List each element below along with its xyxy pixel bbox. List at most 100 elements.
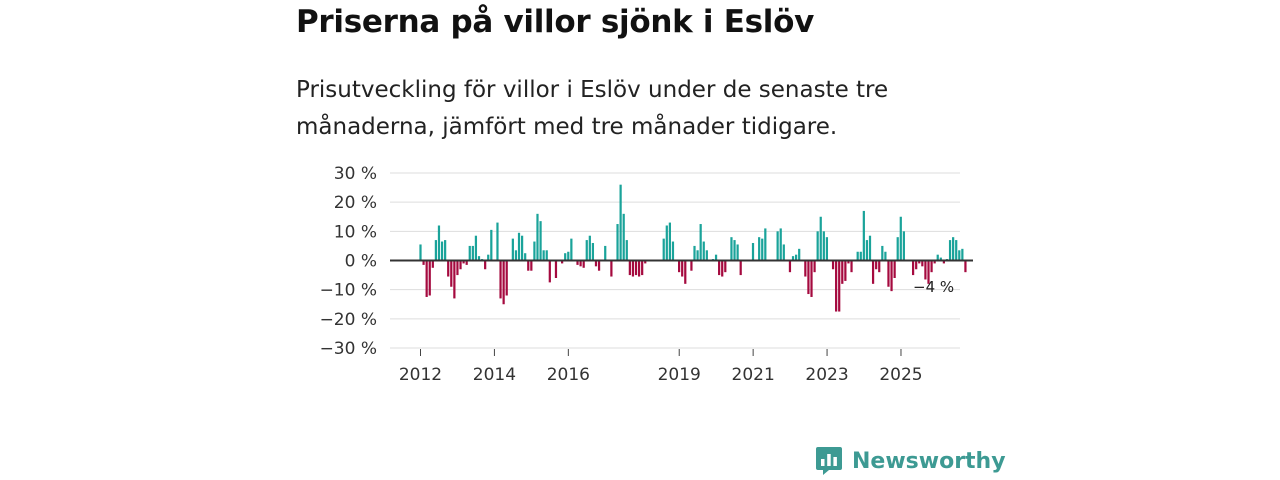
bar: [434, 240, 438, 261]
bar: [437, 225, 441, 261]
y-tick-label: 30 %: [334, 164, 377, 184]
bar: [915, 260, 918, 270]
bar: [699, 224, 702, 261]
bar: [585, 240, 588, 261]
bar: [810, 260, 813, 297]
y-tick-label: 10 %: [334, 222, 377, 242]
bar: [721, 260, 724, 277]
bar: [604, 245, 607, 261]
bar: [477, 256, 481, 261]
y-tick-label: −30 %: [320, 339, 377, 359]
bar: [807, 260, 810, 295]
newsworthy-logo[interactable]: Newsworthy: [815, 446, 1006, 476]
bar: [816, 231, 819, 261]
bar: [419, 244, 422, 261]
bar: [539, 221, 542, 261]
bar: [422, 260, 425, 265]
bar: [527, 260, 530, 271]
bar: [662, 238, 665, 261]
bar: [702, 241, 705, 261]
bar: [671, 241, 675, 261]
bar: [724, 260, 727, 273]
bar: [548, 260, 551, 283]
bar: [798, 248, 801, 261]
y-tick-label: 0 %: [345, 252, 377, 272]
bar: [502, 260, 505, 305]
bar: [447, 260, 450, 277]
chart-subtitle: Prisutveckling för villor i Eslöv under …: [296, 77, 889, 140]
bar: [440, 241, 444, 261]
bar: [859, 251, 862, 261]
bar: [795, 254, 798, 261]
x-tick-label: 2014: [473, 365, 516, 385]
bar: [899, 216, 902, 261]
bar: [761, 238, 764, 261]
last-value-label: −4 %: [913, 278, 954, 296]
bar: [511, 238, 514, 261]
bar: [450, 260, 453, 287]
bar: [875, 260, 878, 270]
bar: [779, 228, 782, 261]
bar: [933, 260, 936, 264]
bar: [499, 260, 502, 299]
bar: [902, 231, 905, 261]
bar: [616, 224, 619, 261]
bar: [705, 250, 708, 261]
bar: [758, 237, 761, 261]
bar: [641, 260, 644, 276]
bar: [690, 260, 693, 271]
bar: [474, 235, 478, 261]
bar: [471, 245, 474, 261]
bar: [570, 238, 573, 261]
y-axis-ticks: 30 % 20 % 10 % 0 % −10 % −20 % −30 %: [320, 164, 377, 359]
bar: [487, 254, 490, 261]
bar: [942, 260, 945, 264]
bar: [631, 260, 635, 277]
bar: [825, 237, 829, 261]
bar: [468, 245, 471, 261]
bar: [813, 260, 816, 273]
bar: [936, 254, 939, 261]
bar: [868, 235, 872, 261]
x-tick-label: 2012: [399, 365, 442, 385]
bar: [930, 260, 933, 273]
bar: [490, 229, 493, 261]
bar: [459, 260, 462, 270]
bar: [567, 251, 570, 261]
bar: [921, 260, 924, 267]
bar: [847, 260, 850, 264]
bar: [453, 260, 456, 299]
bar: [496, 222, 499, 261]
bar: [865, 240, 869, 261]
bar: [733, 240, 736, 261]
bar: [751, 243, 755, 261]
x-axis-ticks: 2012 2014 2016 2019 2021 2023 2025: [399, 349, 923, 385]
bar: [594, 260, 598, 267]
bar: [844, 260, 847, 281]
bar: [958, 250, 961, 261]
chart-title: Priserna på villor sjönk i Eslöv: [296, 4, 814, 40]
bar: [644, 260, 647, 264]
bar: [524, 253, 527, 261]
bar: [554, 260, 558, 278]
x-tick-label: 2021: [732, 365, 775, 385]
bar: [862, 210, 865, 261]
bar: [561, 260, 564, 264]
bar: [564, 253, 567, 261]
bar: [514, 250, 518, 261]
bar: [881, 245, 884, 261]
bar: [939, 257, 942, 261]
bar: [918, 260, 921, 264]
bar: [637, 260, 641, 277]
bar: [431, 260, 434, 268]
bar: [693, 245, 696, 261]
y-tick-label: −20 %: [320, 310, 377, 330]
bar: [788, 260, 792, 273]
grid-lines: [390, 172, 960, 349]
bar: [530, 260, 533, 271]
bar: [924, 260, 927, 280]
bar: [850, 260, 853, 273]
bar: [896, 237, 899, 261]
bar: [782, 244, 785, 261]
